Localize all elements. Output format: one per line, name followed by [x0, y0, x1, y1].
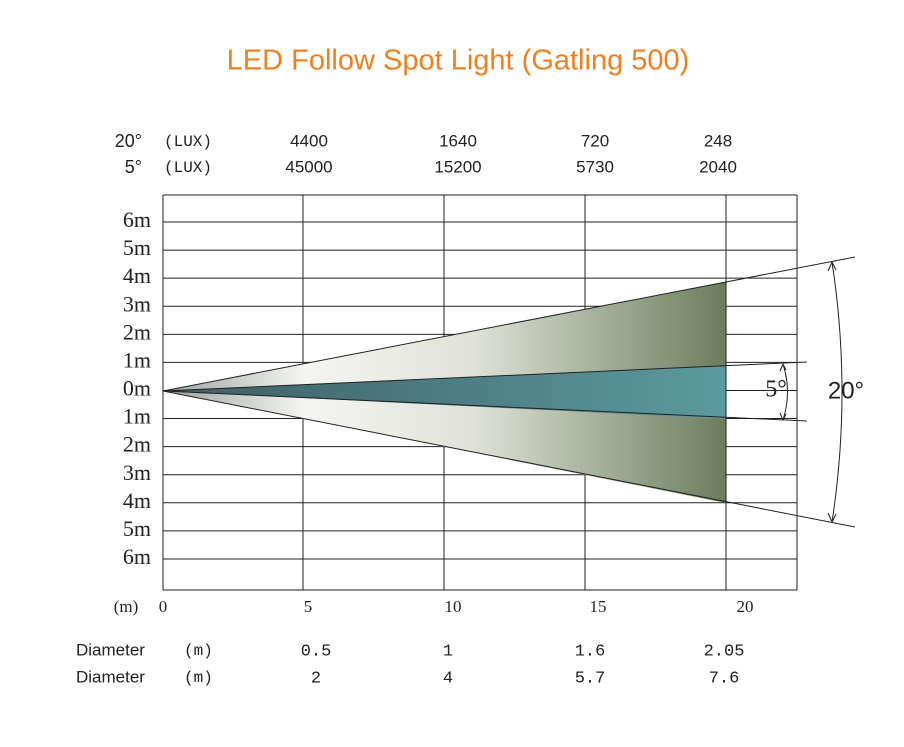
lux-angle: 5°	[125, 157, 142, 177]
diameter-unit: (m)	[184, 669, 213, 687]
lux-value: 720	[581, 131, 609, 150]
lux-angle: 20°	[115, 131, 142, 151]
y-label: 6m	[123, 544, 151, 569]
y-label: 4m	[123, 488, 151, 513]
diameter-value: 5.7	[575, 669, 606, 688]
diameter-value: 7.6	[709, 669, 740, 688]
diameter-unit: (m)	[184, 642, 213, 660]
diameter-value: 1	[443, 642, 453, 661]
wide-angle: 20°	[828, 377, 864, 404]
y-label: 4m	[123, 263, 151, 288]
x-label: 15	[590, 597, 607, 616]
y-label: 3m	[123, 291, 151, 316]
narrow-beam	[163, 366, 726, 419]
diameter-value: 2.05	[704, 642, 745, 661]
diameter-label: Diameter	[76, 667, 145, 686]
diameter-value: 2	[311, 669, 321, 688]
beam-lines	[162, 256, 856, 528]
lux-value: 2040	[699, 157, 737, 176]
lux-value: 15200	[434, 157, 481, 176]
y-label: 3m	[123, 460, 151, 485]
angle-arcs	[779, 261, 843, 523]
y-label: 2m	[123, 319, 151, 344]
lux-unit: (LUX)	[164, 159, 212, 177]
narrow-angle: 5°	[765, 377, 787, 403]
diameter-value: 1.6	[575, 642, 606, 661]
y-label: 1m	[123, 404, 151, 429]
lux-value: 1640	[439, 131, 477, 150]
diameter-value: 4	[443, 669, 453, 688]
lux-value: 5730	[576, 157, 614, 176]
lux-unit: (LUX)	[164, 133, 212, 151]
lux-value: 248	[704, 131, 732, 150]
x-label: 10	[445, 597, 462, 616]
y-label: 5m	[123, 235, 151, 260]
y-label: 5m	[123, 516, 151, 541]
x-label: 0	[159, 597, 168, 616]
diameter-label: Diameter	[76, 640, 145, 659]
y-label: 6m	[123, 207, 151, 232]
diameter-value: 0.5	[301, 642, 332, 661]
lux-value: 4400	[290, 131, 328, 150]
x-unit: (m)	[114, 597, 139, 616]
lux-value: 45000	[285, 157, 332, 176]
y-label: 0m	[123, 376, 151, 401]
title: LED Follow Spot Light (Gatling 500)	[227, 45, 690, 77]
y-label: 1m	[123, 347, 151, 372]
x-label: 5	[304, 597, 313, 616]
y-label: 2m	[123, 432, 151, 457]
x-label: 20	[737, 597, 754, 616]
